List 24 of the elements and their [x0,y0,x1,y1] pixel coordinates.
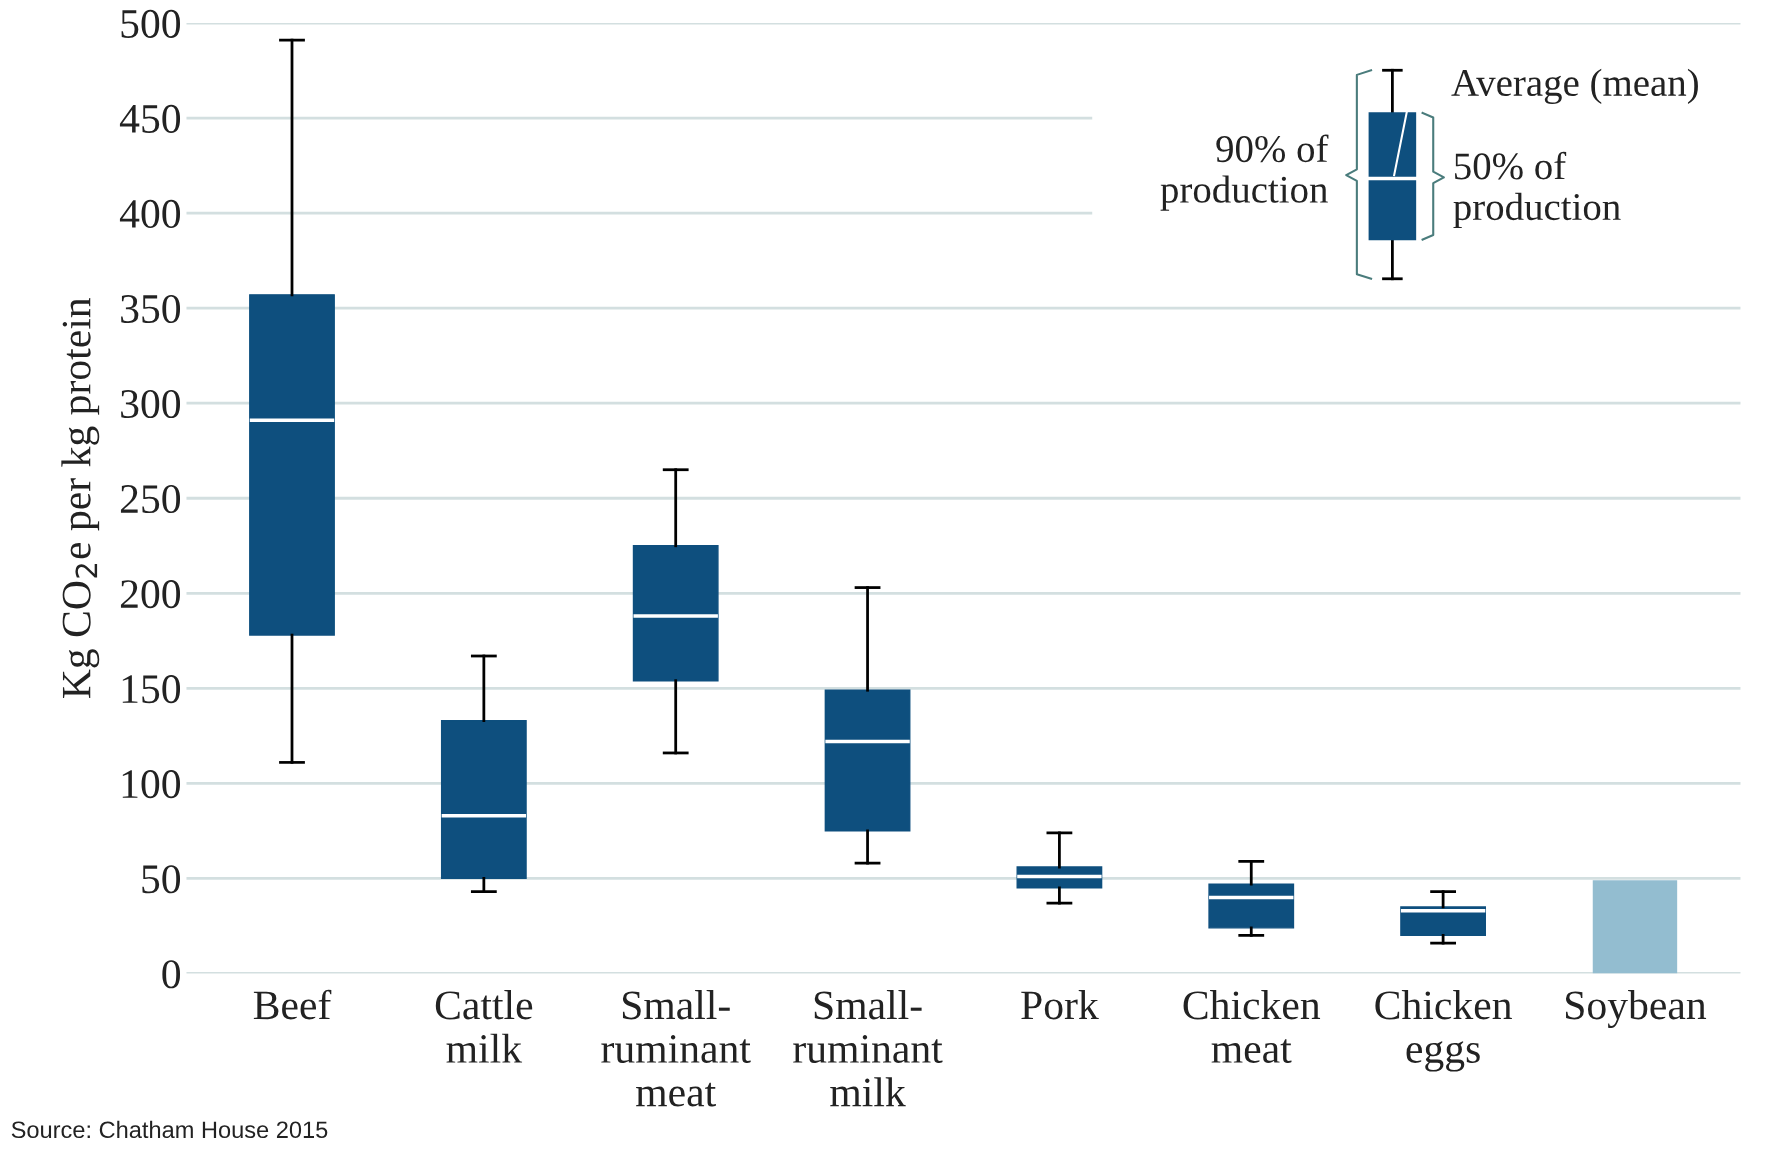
y-tick-label: 150 [122,675,181,704]
x-tick-label: Small- ruminant meat [601,990,751,1107]
y-tick-label: 400 [119,199,181,228]
annotation: Average (mean) [1451,68,1698,105]
y-tick-label: 500 [121,9,181,38]
y-tick-label: 350 [121,294,181,324]
x-tick-label: Chicken meat [1183,990,1321,1063]
y-tick-label: 50 [142,865,181,894]
x-tick-label: Beef [253,989,332,1020]
x-tick-label: Cattle milk [435,990,533,1063]
x-tick-label: Small- ruminant milk [793,990,943,1107]
x-tick-label: Pork [1021,990,1099,1020]
y-tick-label: 0 [162,960,181,989]
annotation: 50% of production [1453,151,1621,229]
y-tick-label: 250 [120,484,181,514]
y-tick-label: 300 [121,389,181,419]
y-axis-title: Kg CO$_{2}$e per kg protein [61,297,100,699]
source-note: Source: Chatham House 2015 [11,1120,328,1139]
annotation: 90% of production [1160,134,1329,211]
y-tick-label: 200 [120,580,181,609]
y-tick-label: 100 [122,770,181,799]
y-tick-label: 450 [119,104,181,133]
x-tick-label: Chicken eggs [1375,990,1512,1072]
x-tick-label: Soybean [1566,990,1707,1029]
